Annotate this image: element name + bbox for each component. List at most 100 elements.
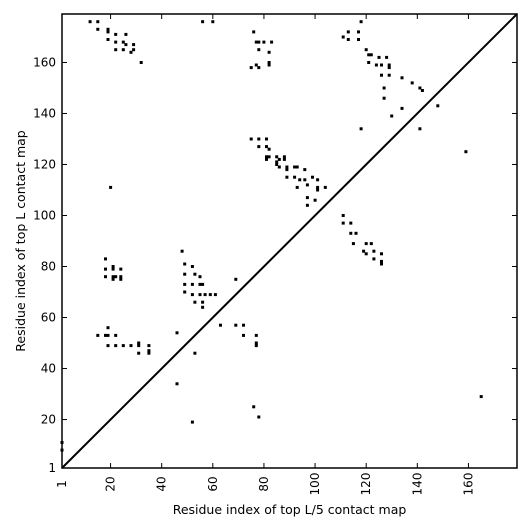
- x-tick-label: 20: [104, 476, 118, 491]
- contact-point: [242, 323, 245, 327]
- contact-point: [254, 333, 258, 337]
- contact-point: [106, 30, 110, 34]
- contact-point: [106, 38, 110, 41]
- contact-point: [362, 249, 366, 253]
- contact-point: [303, 168, 307, 172]
- contact-point: [175, 331, 179, 335]
- contact-point: [418, 127, 422, 131]
- contact-point: [257, 66, 261, 70]
- contact-point: [265, 155, 268, 159]
- contact-point: [104, 257, 107, 261]
- contact-point: [193, 300, 197, 304]
- contact-point: [183, 290, 187, 294]
- contact-point: [277, 165, 281, 169]
- contact-point: [367, 53, 371, 57]
- contact-point: [124, 32, 128, 36]
- contact-point: [293, 165, 297, 169]
- contact-point: [252, 30, 256, 34]
- contact-point: [114, 48, 118, 52]
- x-tick-label: 160: [461, 473, 475, 496]
- contact-point: [242, 333, 245, 337]
- contact-point: [119, 275, 123, 279]
- contact-point: [349, 231, 353, 235]
- contact-point: [193, 351, 197, 355]
- contact-point: [198, 282, 202, 286]
- contact-point: [285, 175, 289, 179]
- y-tick-label: 100: [33, 208, 56, 222]
- contact-point: [121, 48, 125, 52]
- contact-point: [190, 265, 194, 268]
- contact-point: [147, 344, 151, 348]
- contact-point: [364, 252, 368, 256]
- contact-point: [275, 163, 279, 166]
- contact-point: [364, 242, 368, 246]
- y-tick-label: 80: [41, 260, 56, 274]
- contact-point: [270, 40, 274, 44]
- contact-point: [267, 155, 271, 159]
- contact-point: [249, 137, 253, 141]
- plot-frame: [61, 13, 518, 469]
- contact-point: [305, 183, 309, 187]
- contact-point: [201, 20, 205, 24]
- contact-points: [60, 20, 483, 452]
- contact-point: [285, 168, 289, 172]
- contact-point: [380, 262, 383, 266]
- contact-point: [380, 252, 383, 256]
- contact-point: [198, 275, 202, 279]
- contact-point: [201, 305, 205, 309]
- contact-point: [277, 157, 281, 161]
- contact-point: [147, 349, 151, 353]
- contact-point: [109, 185, 113, 189]
- contact-point: [346, 30, 350, 34]
- contact-point: [180, 249, 184, 253]
- contact-point: [380, 73, 383, 77]
- contact-point: [282, 155, 286, 159]
- contact-point: [369, 53, 373, 57]
- contact-point: [234, 277, 238, 281]
- contact-point: [265, 145, 268, 149]
- y-tick-label: 140: [33, 106, 56, 120]
- contact-point: [316, 178, 320, 182]
- contact-point: [303, 178, 307, 182]
- contact-point: [436, 104, 440, 108]
- contact-point: [254, 344, 258, 348]
- contact-point: [129, 344, 133, 348]
- contact-point: [295, 185, 299, 189]
- contact-point: [311, 175, 314, 179]
- contact-point: [267, 63, 271, 67]
- contact-point: [262, 40, 266, 44]
- contact-point: [252, 405, 256, 409]
- contact-point: [96, 333, 100, 337]
- contact-point: [211, 20, 215, 24]
- y-tick-label: 60: [41, 311, 56, 325]
- contact-point: [119, 277, 123, 281]
- contact-point: [213, 293, 217, 297]
- contact-point: [298, 178, 302, 182]
- contact-point: [313, 198, 317, 202]
- contact-point: [257, 137, 261, 141]
- contact-point: [254, 63, 258, 67]
- contact-point: [104, 275, 107, 279]
- x-tick-label: 1: [55, 480, 69, 488]
- contact-point: [420, 89, 424, 92]
- contact-point: [121, 344, 125, 348]
- contact-point: [183, 262, 187, 266]
- contact-point: [234, 323, 238, 327]
- contact-point: [114, 32, 118, 36]
- contact-point: [137, 351, 141, 355]
- contact-point: [96, 27, 100, 31]
- contact-point: [364, 48, 368, 52]
- contact-point: [265, 137, 268, 141]
- contact-point: [275, 160, 279, 164]
- x-tick-label: 100: [308, 473, 322, 496]
- contact-point: [111, 277, 115, 281]
- contact-point: [129, 50, 133, 54]
- contact-point: [387, 63, 391, 67]
- contact-point: [201, 300, 205, 304]
- contact-point: [265, 157, 268, 161]
- contact-point: [372, 249, 376, 253]
- contact-point: [208, 293, 212, 297]
- contact-point: [106, 344, 110, 348]
- y-tick-label: 20: [41, 413, 56, 427]
